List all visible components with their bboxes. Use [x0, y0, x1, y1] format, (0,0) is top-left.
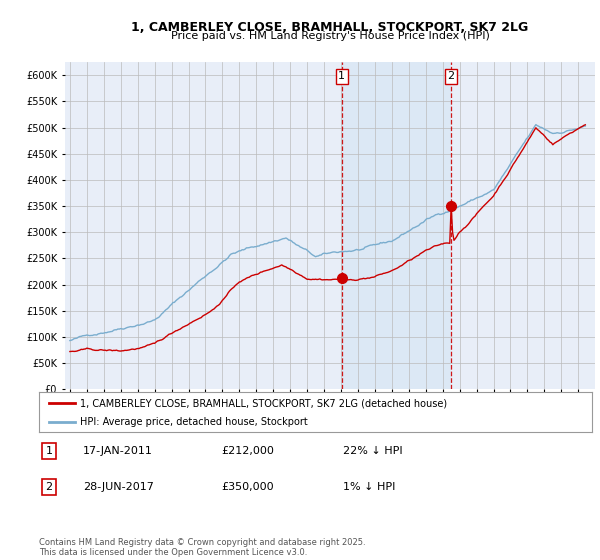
Text: 1, CAMBERLEY CLOSE, BRAMHALL, STOCKPORT, SK7 2LG: 1, CAMBERLEY CLOSE, BRAMHALL, STOCKPORT,…: [131, 21, 529, 34]
Text: 1, CAMBERLEY CLOSE, BRAMHALL, STOCKPORT, SK7 2LG (detached house): 1, CAMBERLEY CLOSE, BRAMHALL, STOCKPORT,…: [80, 398, 448, 408]
Text: £350,000: £350,000: [221, 482, 274, 492]
Text: 22% ↓ HPI: 22% ↓ HPI: [343, 446, 403, 456]
Text: £212,000: £212,000: [221, 446, 274, 456]
Text: 2: 2: [46, 482, 53, 492]
Text: 1: 1: [338, 71, 345, 81]
Bar: [342, 62, 451, 389]
Text: 28-JUN-2017: 28-JUN-2017: [83, 482, 154, 492]
Text: 1: 1: [46, 446, 52, 456]
Text: 1% ↓ HPI: 1% ↓ HPI: [343, 482, 395, 492]
Text: Price paid vs. HM Land Registry's House Price Index (HPI): Price paid vs. HM Land Registry's House …: [170, 31, 490, 41]
Text: Contains HM Land Registry data © Crown copyright and database right 2025.
This d: Contains HM Land Registry data © Crown c…: [39, 538, 365, 557]
Text: 2: 2: [448, 71, 455, 81]
Text: 17-JAN-2011: 17-JAN-2011: [83, 446, 153, 456]
Text: HPI: Average price, detached house, Stockport: HPI: Average price, detached house, Stoc…: [80, 417, 308, 427]
